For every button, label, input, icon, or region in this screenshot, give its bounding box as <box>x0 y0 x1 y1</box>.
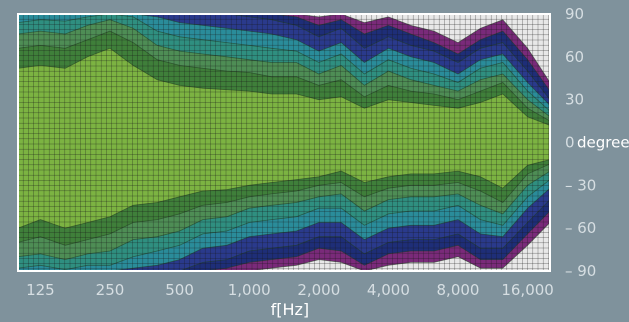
grid-mesh <box>18 14 550 271</box>
y-tick-label: 30 <box>565 91 584 109</box>
y-unit-label: degree <box>577 134 629 152</box>
x-tick-labels: 125 250 500 1,000 2,000 4,000 8,000 16,000 <box>26 281 554 299</box>
y-tick-label: 90 <box>565 5 584 23</box>
grid-lines <box>18 14 550 271</box>
x-tick-label: 8,000 <box>437 281 480 299</box>
x-tick-label: 16,000 <box>501 281 554 299</box>
x-tick-label: 125 <box>26 281 55 299</box>
y-tick-label: 0 <box>565 134 575 152</box>
y-tick-labels: 90 60 30 0 – 30 – 60 – 90 <box>565 5 596 280</box>
contour-band-lower-8 <box>18 221 550 271</box>
contour-band-upper-8 <box>18 14 550 84</box>
x-tick-label: 2,000 <box>297 281 340 299</box>
x-tick-label: 1,000 <box>228 281 271 299</box>
x-tick-label: 250 <box>96 281 125 299</box>
y-tick-label: – 60 <box>565 219 596 237</box>
x-tick-label: 500 <box>165 281 194 299</box>
contour-band-upper-7 <box>18 14 550 92</box>
x-axis-label: f[Hz] <box>271 300 310 319</box>
plot-border <box>17 13 551 272</box>
y-tick-label: 60 <box>565 48 584 66</box>
y-tick-label: – 90 <box>565 262 596 280</box>
x-tick-label: 4,000 <box>367 281 410 299</box>
contour-band-lower-7 <box>18 210 550 271</box>
y-tick-label: – 30 <box>565 176 596 194</box>
